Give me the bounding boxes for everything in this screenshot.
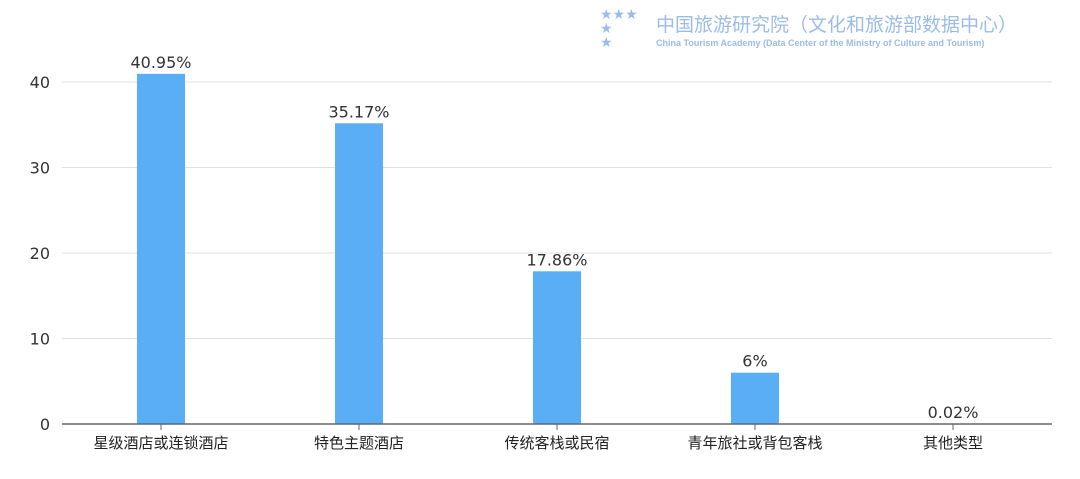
y-tick-label: 30: [30, 159, 50, 178]
data-label: 17.86%: [526, 250, 587, 269]
y-tick-label: 10: [30, 330, 50, 349]
x-tick-label: 星级酒店或连锁酒店: [93, 434, 228, 452]
bar: [731, 372, 779, 424]
bar: [137, 73, 185, 424]
x-tick-label: 特色主题酒店: [314, 434, 404, 452]
stars-icon: ★★★ ★ ★: [600, 7, 638, 51]
y-tick-label: 0: [40, 415, 50, 434]
data-label: 35.17%: [328, 102, 389, 121]
y-tick-label: 40: [30, 73, 50, 92]
data-label: 0.02%: [928, 403, 979, 422]
x-tick-label: 传统客栈或民宿: [504, 434, 609, 452]
x-tick-label: 青年旅社或背包客栈: [687, 434, 822, 452]
data-label: 40.95%: [130, 53, 191, 72]
watermark-title: 中国旅游研究院（文化和旅游部数据中心）: [656, 14, 1018, 36]
watermark-subtitle: China Tourism Academy (Data Center of th…: [656, 38, 985, 48]
bar: [533, 271, 581, 424]
x-tick-label: 其他类型: [923, 434, 983, 452]
watermark-logo: ★★★ ★ ★ 中国旅游研究院（文化和旅游部数据中心） China Tourism …: [600, 8, 1070, 66]
data-label: 6%: [742, 352, 767, 371]
bar: [335, 123, 383, 424]
y-tick-label: 20: [30, 244, 50, 263]
